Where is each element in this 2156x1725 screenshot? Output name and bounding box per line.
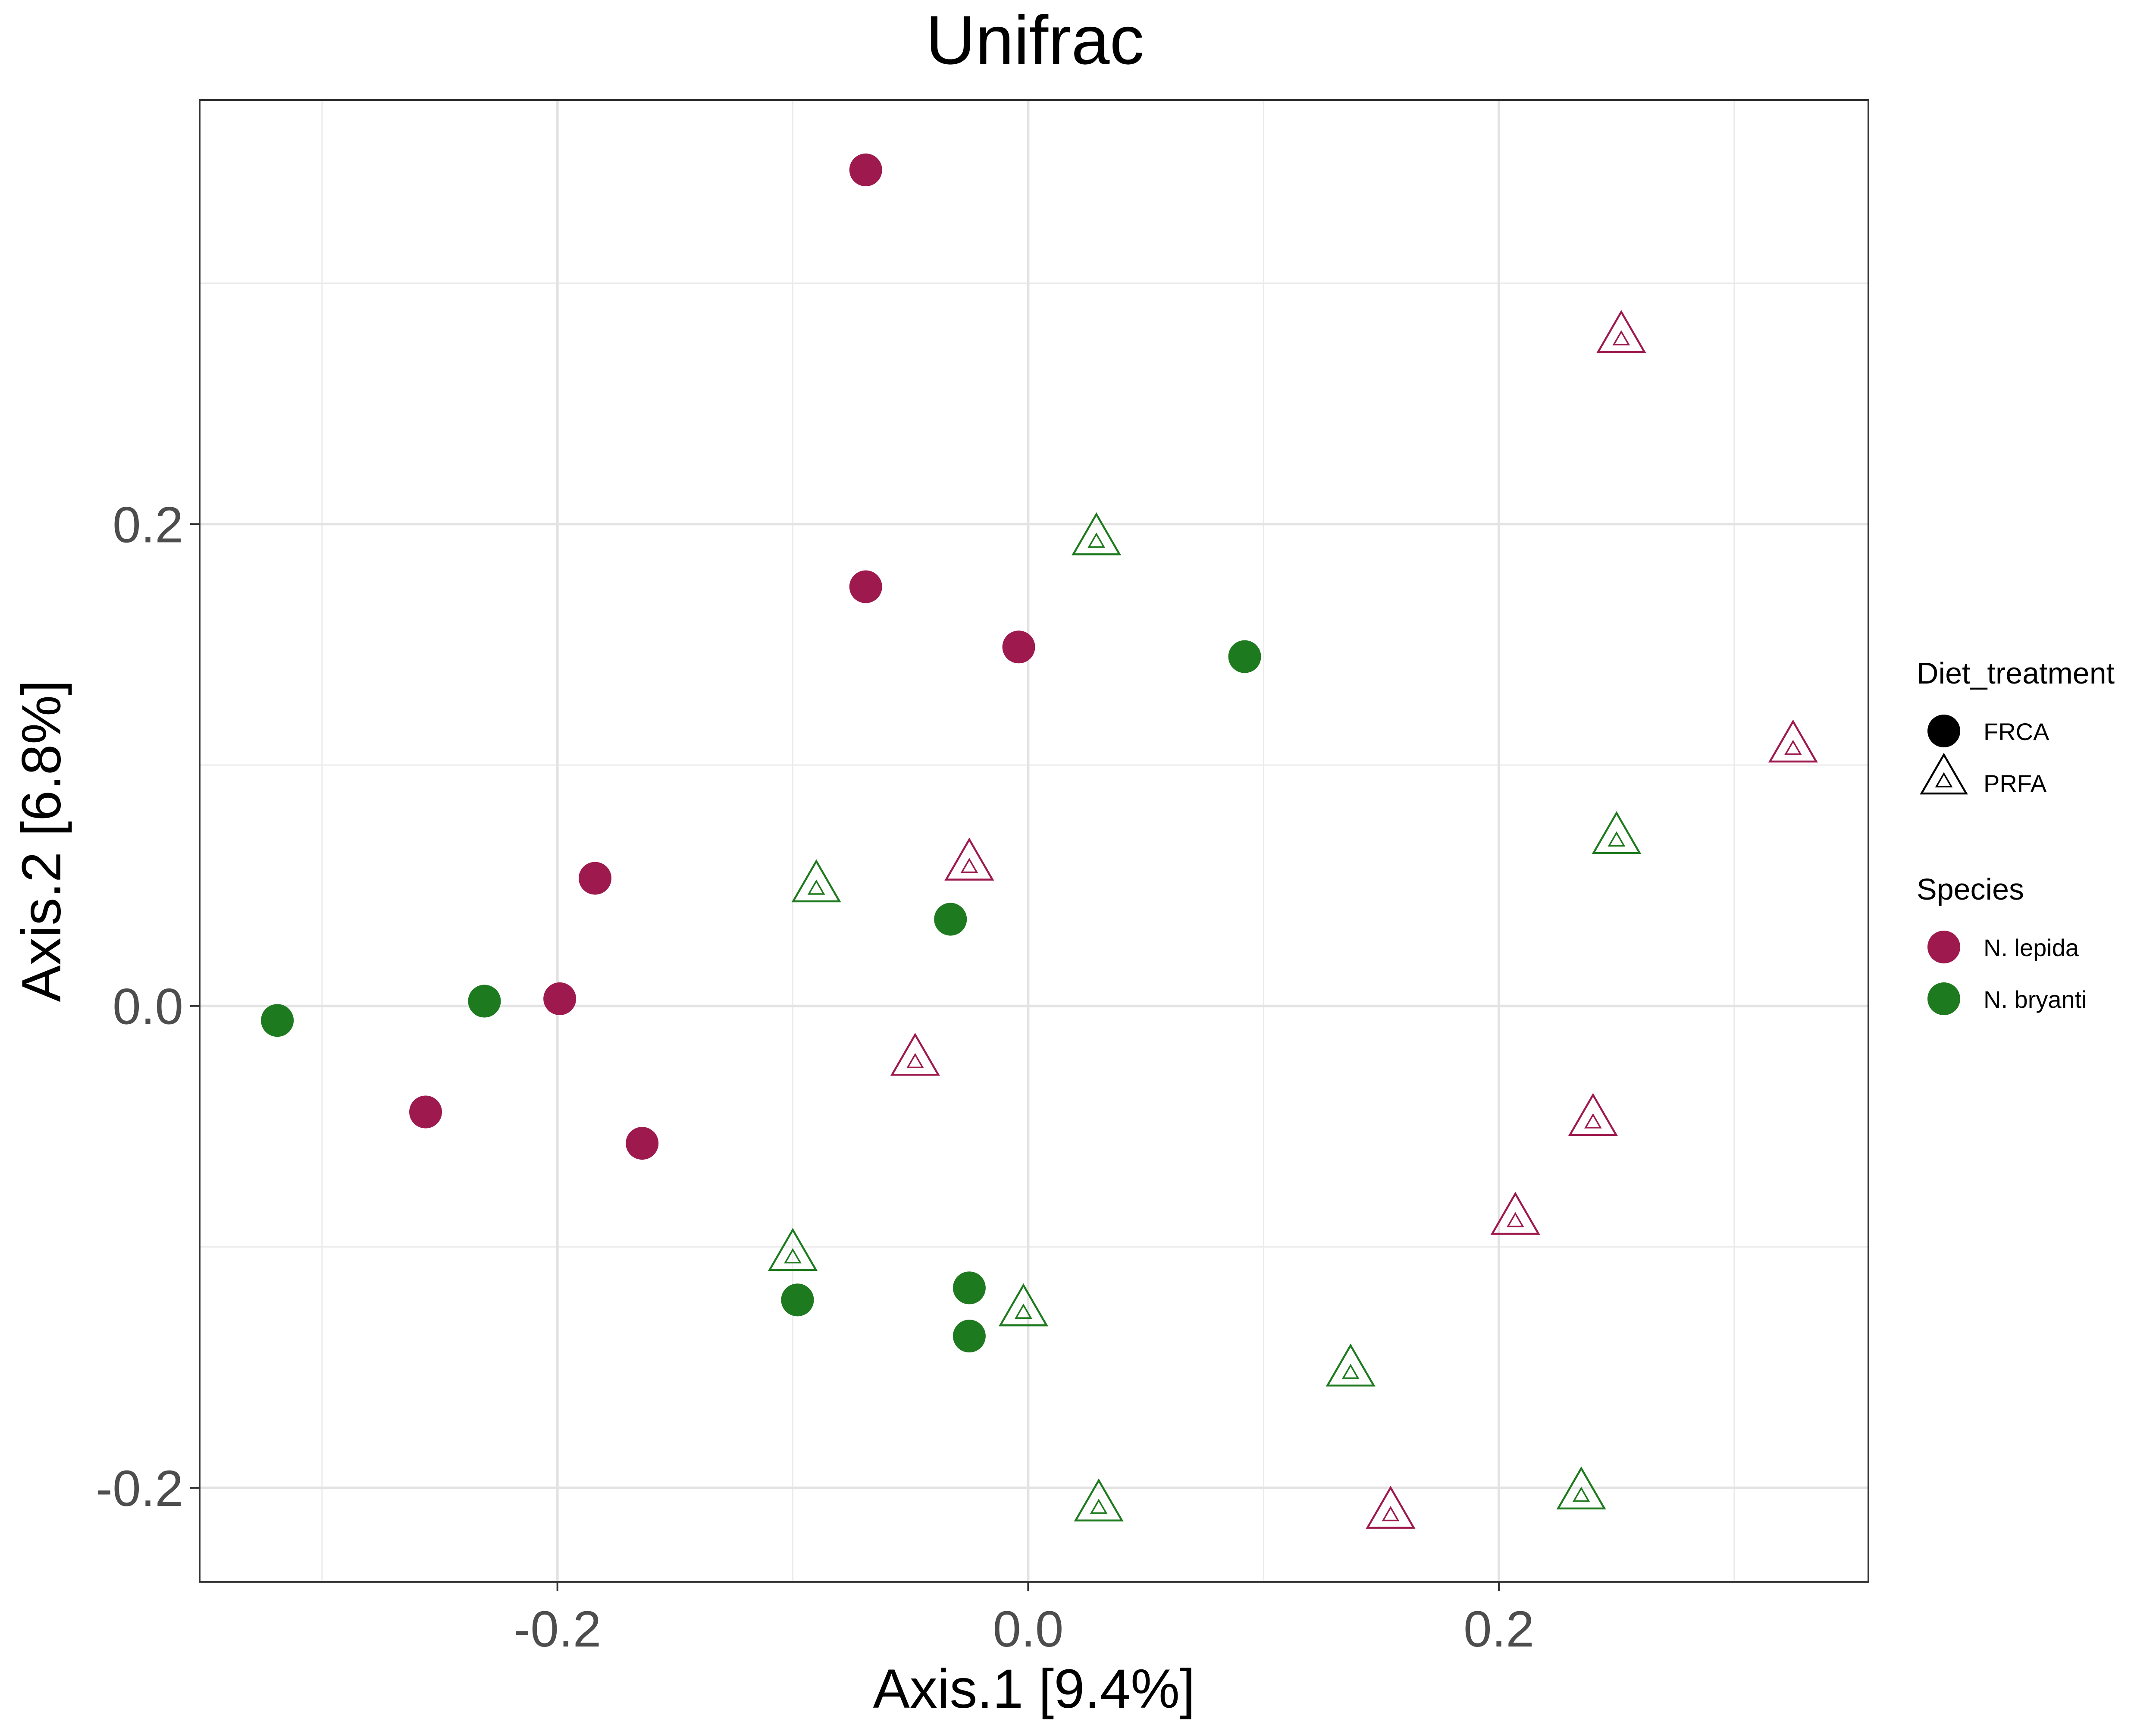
legend-title-species: Species [1917,872,2024,906]
x-tick-label: 0.2 [1463,1601,1534,1658]
legend-label-prfa: PRFA [1984,770,2047,797]
legend-label-n-lepida: N. lepida [1984,934,2079,961]
data-point-circle [849,154,882,187]
data-point-triangle [944,837,994,881]
x-axis: -0.2 0.0 0.2 [514,1582,1534,1658]
legend-key-n-lepida [1927,931,1960,963]
x-axis-title: Axis.1 [9.4%] [873,1658,1195,1720]
data-point-triangle [1074,1478,1124,1522]
data-point-circle [468,985,501,1018]
data-point-triangle [1490,1192,1540,1235]
x-tick-label: 0.0 [993,1601,1063,1658]
data-point-circle [409,1095,442,1129]
data-point-circle [1228,640,1261,673]
data-point-triangle-inner [1572,1487,1590,1502]
data-point-triangle-inner [1506,1212,1524,1227]
legend-key-prfa-triangle [1920,753,1968,795]
data-point-triangle [1592,811,1642,854]
data-point-triangle-inner [960,858,978,873]
y-tick-label: 0.2 [113,496,183,553]
data-point-triangle-inner [1584,1113,1602,1129]
y-tick-label: 0.0 [113,979,183,1035]
legend-label-frca: FRCA [1984,718,2049,745]
data-point-triangle [1556,1466,1606,1510]
data-point-circle [543,982,577,1015]
data-point-triangle-inner [1784,740,1802,755]
data-point-circle [626,1127,659,1160]
data-points [261,154,1818,1529]
data-point-triangle-inner [1090,1499,1108,1514]
data-point-triangle [791,859,841,903]
data-point-triangle-inner [807,879,825,895]
data-point-circle [953,1320,986,1353]
y-axis: -0.2 0.0 0.2 [96,496,200,1517]
data-point-circle [579,862,612,895]
legend: Diet_treatment FRCA PRFA Species N. lepida N.… [1917,656,2115,1015]
legend-key-n-bryanti [1927,982,1960,1015]
data-point-triangle-inner [1382,1506,1400,1521]
data-point-triangle [1768,719,1818,763]
data-point-triangle [1568,1093,1618,1136]
data-point-triangle-inner [1608,831,1626,847]
data-point-circle [849,570,882,603]
data-point-triangle-inner [1341,1364,1360,1379]
x-tick-label: -0.2 [514,1601,601,1658]
data-point-circle [953,1271,986,1305]
data-point-triangle [1366,1486,1416,1529]
data-point-circle [781,1283,814,1317]
data-point-circle [1002,630,1035,664]
legend-label-n-bryanti: N. bryanti [1984,986,2087,1013]
legend-key-frca-circle [1927,715,1960,747]
data-point-triangle [1072,512,1122,555]
data-point-circle [934,903,967,936]
data-point-triangle-inner [1015,1303,1032,1319]
data-point-triangle [998,1283,1049,1327]
data-point-triangle [1596,310,1646,353]
legend-title-diet: Diet_treatment [1917,656,2115,690]
y-tick-label: -0.2 [96,1460,183,1517]
legend-key-prfa-triangle-inner [1935,772,1953,787]
panel-border [199,99,1869,1583]
data-point-triangle [1326,1343,1376,1387]
y-axis-title: Axis.2 [6.8%] [11,680,72,1002]
data-point-triangle-inner [784,1248,802,1264]
data-point-circle [261,1004,294,1037]
chart-title: Unifrac [926,1,1144,78]
data-point-triangle [890,1032,940,1076]
data-point-triangle-inner [1087,532,1106,548]
data-point-triangle-inner [1612,330,1630,345]
data-point-triangle [768,1228,818,1271]
data-point-triangle-inner [906,1053,924,1068]
